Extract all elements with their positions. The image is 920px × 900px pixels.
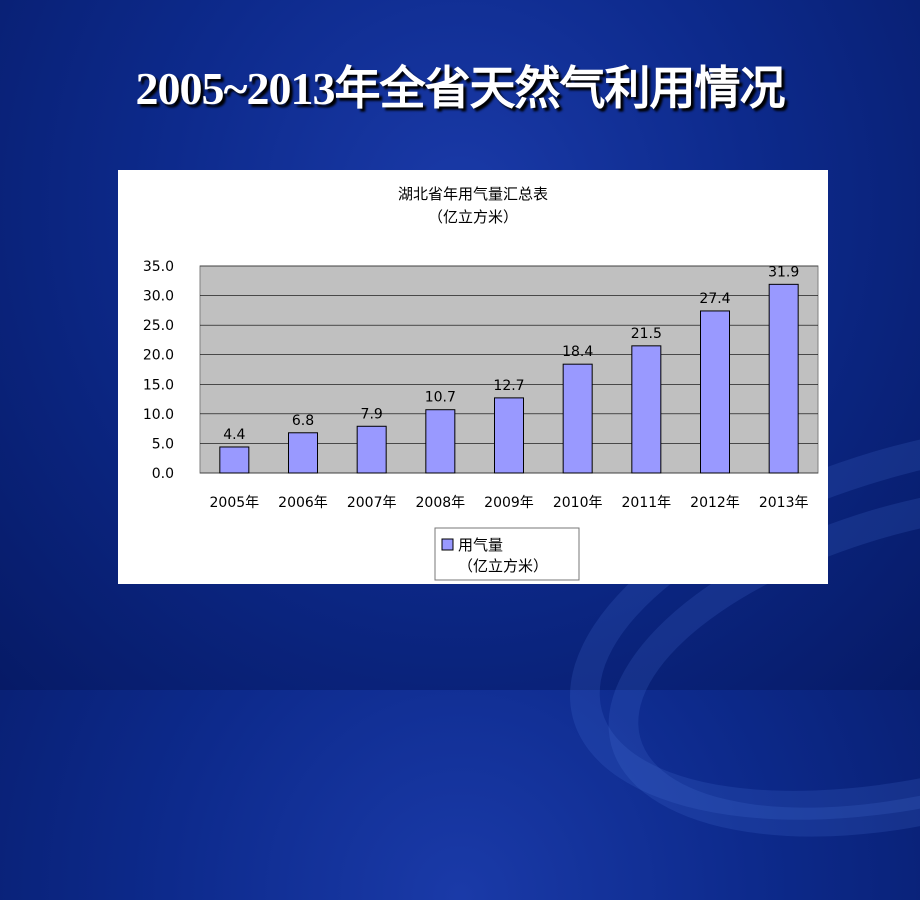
data-label: 12.7 xyxy=(493,378,524,394)
y-tick-label: 35.0 xyxy=(143,259,174,275)
legend xyxy=(434,527,580,581)
x-tick-label: 2013年 xyxy=(759,495,809,511)
chart: 湖北省年用气量汇总表 （亿立方米） 0.0 5.0 10.0 15.0 20.0 25.0… xyxy=(118,170,828,584)
x-tick-label: 2007年 xyxy=(347,495,397,511)
bar xyxy=(562,363,593,474)
chart-title: 湖北省年用气量汇总表 xyxy=(398,185,548,203)
chart-subtitle: （亿立方米） xyxy=(428,208,518,226)
data-label: 21.5 xyxy=(631,326,662,342)
legend-label: 用气量 xyxy=(458,536,503,554)
data-label: 6.8 xyxy=(292,413,314,429)
legend-label-unit: （亿立方米） xyxy=(458,557,548,575)
legend-swatch xyxy=(441,538,454,551)
data-label: 27.4 xyxy=(699,291,730,307)
y-tick-label: 30.0 xyxy=(143,289,174,305)
x-tick-label: 2012年 xyxy=(690,495,740,511)
bar xyxy=(219,446,250,474)
bar-chart: 湖北省年用气量汇总表 （亿立方米） 0.0 5.0 10.0 15.0 20.0 25.0… xyxy=(143,185,819,581)
data-label: 7.9 xyxy=(361,406,383,422)
y-tick-label: 10.0 xyxy=(143,407,174,423)
y-tick-label: 20.0 xyxy=(143,348,174,364)
y-tick-label: 25.0 xyxy=(143,318,174,334)
bar xyxy=(768,283,799,474)
x-tick-label: 2010年 xyxy=(553,495,603,511)
slide-title: 2005~2013年全省天然气利用情况 xyxy=(135,63,786,114)
bar xyxy=(356,425,387,474)
y-tick-label: 15.0 xyxy=(143,377,174,393)
data-label: 10.7 xyxy=(425,390,456,406)
data-label: 4.4 xyxy=(223,427,245,443)
y-tick-label: 0.0 xyxy=(152,466,174,482)
x-tick-label: 2008年 xyxy=(416,495,466,511)
data-label: 18.4 xyxy=(562,344,593,360)
data-label: 31.9 xyxy=(768,264,799,280)
x-tick-label: 2005年 xyxy=(210,495,260,511)
x-tick-label: 2011年 xyxy=(622,495,672,511)
x-tick-label: 2006年 xyxy=(278,495,328,511)
bar xyxy=(425,409,456,474)
bar xyxy=(700,310,730,474)
bar xyxy=(288,432,318,474)
x-tick-label: 2009年 xyxy=(484,495,534,511)
bar xyxy=(494,397,524,474)
y-tick-label: 5.0 xyxy=(152,436,174,452)
bar xyxy=(631,345,662,474)
